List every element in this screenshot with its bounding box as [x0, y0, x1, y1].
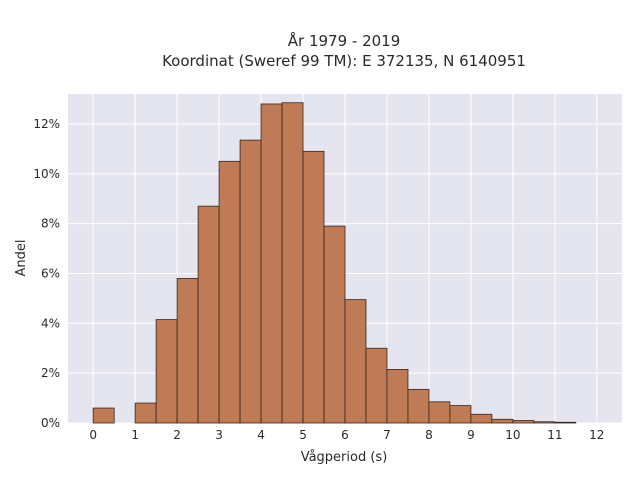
histogram-bar	[428, 401, 451, 424]
histogram-bar	[407, 388, 430, 424]
histogram-bar	[386, 369, 409, 424]
histogram-bar	[176, 278, 199, 424]
x-tick-labels: 0 1 2 3 4 5 6 7 8 9 10 11 12	[89, 428, 604, 442]
y-tick-label: 8%	[41, 217, 60, 231]
histogram-bar	[281, 102, 304, 424]
y-tick-label: 0%	[41, 416, 60, 430]
histogram-bar	[470, 413, 493, 424]
x-tick-label: 0	[89, 428, 97, 442]
histogram-bar	[239, 139, 262, 424]
y-tick-label: 6%	[41, 266, 60, 280]
y-tick-labels: 0% 2% 4% 6% 8% 10% 12%	[33, 117, 60, 430]
x-tick-label: 6	[341, 428, 349, 442]
y-axis-label: Andel	[14, 240, 29, 277]
histogram-bar	[344, 299, 367, 424]
x-gridlines	[92, 94, 598, 423]
chart-title-line2: Koordinat (Sweref 99 TM): E 372135, N 61…	[162, 52, 526, 70]
histogram-bar	[512, 420, 535, 424]
histogram-bar	[365, 347, 388, 424]
histogram-bar	[449, 405, 472, 424]
y-tick-label: 4%	[41, 316, 60, 330]
histogram-bar	[491, 418, 514, 424]
x-tick-label: 2	[173, 428, 181, 442]
histogram-bar	[134, 402, 157, 424]
histogram-bars	[92, 102, 577, 424]
x-tick-label: 3	[215, 428, 223, 442]
x-tick-label: 4	[257, 428, 265, 442]
x-tick-label: 1	[131, 428, 139, 442]
x-tick-label: 12	[589, 428, 604, 442]
histogram-bar	[197, 205, 220, 424]
histogram-bar	[323, 225, 346, 424]
x-tick-label: 10	[505, 428, 520, 442]
x-tick-label: 8	[425, 428, 433, 442]
x-tick-label: 7	[383, 428, 391, 442]
histogram-bar	[260, 103, 283, 424]
x-tick-label: 5	[299, 428, 307, 442]
histogram-bar	[554, 421, 577, 424]
y-tick-label: 12%	[33, 117, 60, 131]
x-tick-label: 9	[467, 428, 475, 442]
x-axis-label: Vågperiod (s)	[301, 450, 388, 465]
y-tick-label: 2%	[41, 366, 60, 380]
y-tick-label: 10%	[33, 167, 60, 181]
histogram-bar	[218, 160, 241, 424]
chart-title-line1: År 1979 - 2019	[288, 31, 401, 50]
histogram-bar	[92, 407, 115, 424]
histogram-bar	[533, 421, 556, 424]
histogram-bar	[155, 319, 178, 424]
histogram-bar	[302, 150, 325, 424]
x-tick-label: 11	[547, 428, 562, 442]
